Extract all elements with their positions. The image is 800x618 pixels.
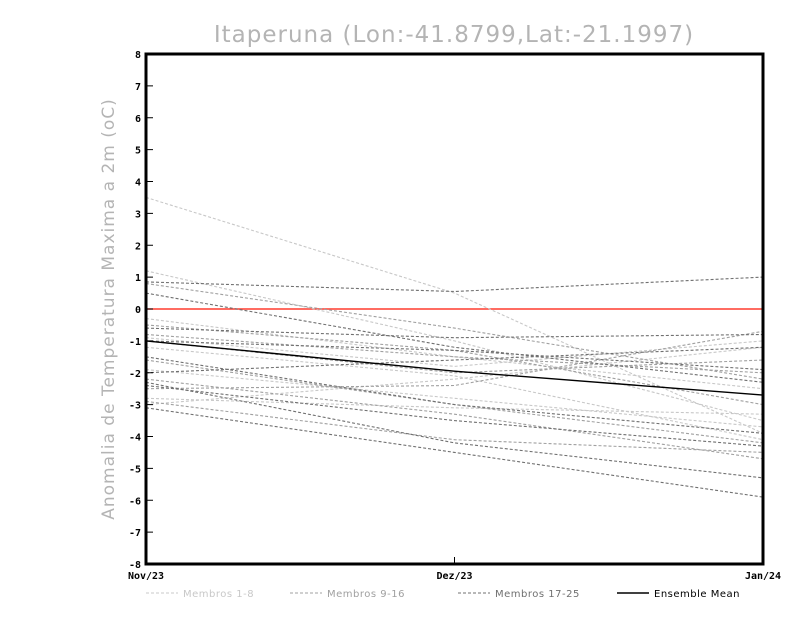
y-tick-label: 7	[135, 82, 141, 93]
legend-label-membros-17-25: Membros 17-25	[495, 589, 580, 600]
series-line-membros-17-25-2	[145, 292, 764, 383]
series-line-membros-1-8-6	[145, 346, 764, 406]
series-line-membros-1-8-5	[145, 397, 764, 415]
x-tick-label: Dez/23	[436, 571, 472, 582]
series-line-membros-17-25-5	[145, 356, 764, 434]
series-line-membros-17-25-8	[145, 346, 764, 374]
series-line-membros-9-16-2	[145, 324, 764, 406]
y-tick-label: 6	[135, 114, 141, 125]
series-line-membros-9-16-3	[145, 340, 764, 374]
series-line-membros-1-8-3	[145, 318, 764, 390]
legend-label-membros-1-8: Membros 1-8	[183, 589, 254, 600]
series-line-membros-17-25-4	[145, 340, 764, 371]
y-tick-label: -4	[129, 433, 141, 444]
legend-label-ensemble-mean: Ensemble Mean	[654, 589, 740, 600]
series-line-membros-9-16-5	[145, 400, 764, 453]
series-line-membros-17-25-9	[145, 381, 764, 479]
x-tick-label: Jan/24	[745, 571, 781, 582]
y-tick-label: 0	[135, 305, 141, 316]
series-line-membros-1-8-1	[145, 196, 764, 434]
series-line-membros-9-16-4	[145, 330, 764, 390]
chart-title: Itaperuna (Lon:-41.8799,Lat:-21.1997)	[214, 22, 694, 48]
series-line-membros-1-8-7	[145, 369, 764, 428]
y-tick-label: -8	[129, 560, 141, 571]
y-tick-label: 3	[135, 209, 141, 220]
plot-lines	[145, 196, 764, 498]
y-tick-label: -6	[129, 496, 141, 507]
x-axis-ticks: Nov/23 Dez/23 Jan/24	[128, 557, 781, 582]
ensemble-mean-line	[145, 340, 764, 396]
series-line-membros-17-25-1	[145, 276, 764, 293]
y-tick-label: -5	[129, 464, 141, 475]
y-tick-label: -7	[129, 528, 141, 539]
series-line-membros-9-16-7	[145, 333, 764, 374]
y-axis-ticks: -8 -7 -6 -5 -4 -3 -2 -1 0 1 2 3 4 5 6 7 8	[129, 50, 153, 571]
series-line-membros-9-16-8	[145, 378, 764, 460]
series-line-membros-17-25-3	[145, 327, 764, 339]
series-line-membros-17-25-6	[145, 384, 764, 447]
series-line-membros-17-25-7	[145, 407, 764, 498]
series-line-membros-1-8-8	[145, 337, 764, 367]
y-tick-label: -2	[129, 369, 141, 380]
y-tick-label: 8	[135, 50, 141, 61]
legend-label-membros-9-16: Membros 9-16	[327, 589, 405, 600]
y-tick-label: 1	[135, 273, 141, 284]
y-axis-label: Anomalia de Temperatura Maxima a 2m (oC)	[99, 98, 119, 520]
y-tick-label: -1	[129, 337, 141, 348]
y-tick-label: 4	[135, 178, 141, 189]
y-tick-label: 5	[135, 146, 141, 157]
legend: Membros 1-8 Membros 9-16 Membros 17-25 Ense…	[146, 589, 740, 600]
series-line-membros-1-8-4	[145, 346, 764, 441]
y-tick-label: -3	[129, 401, 141, 412]
series-line-membros-9-16-1	[145, 282, 764, 380]
y-tick-label: 2	[135, 241, 141, 252]
x-tick-label: Nov/23	[128, 571, 164, 582]
series-line-membros-1-8-2	[145, 270, 764, 422]
